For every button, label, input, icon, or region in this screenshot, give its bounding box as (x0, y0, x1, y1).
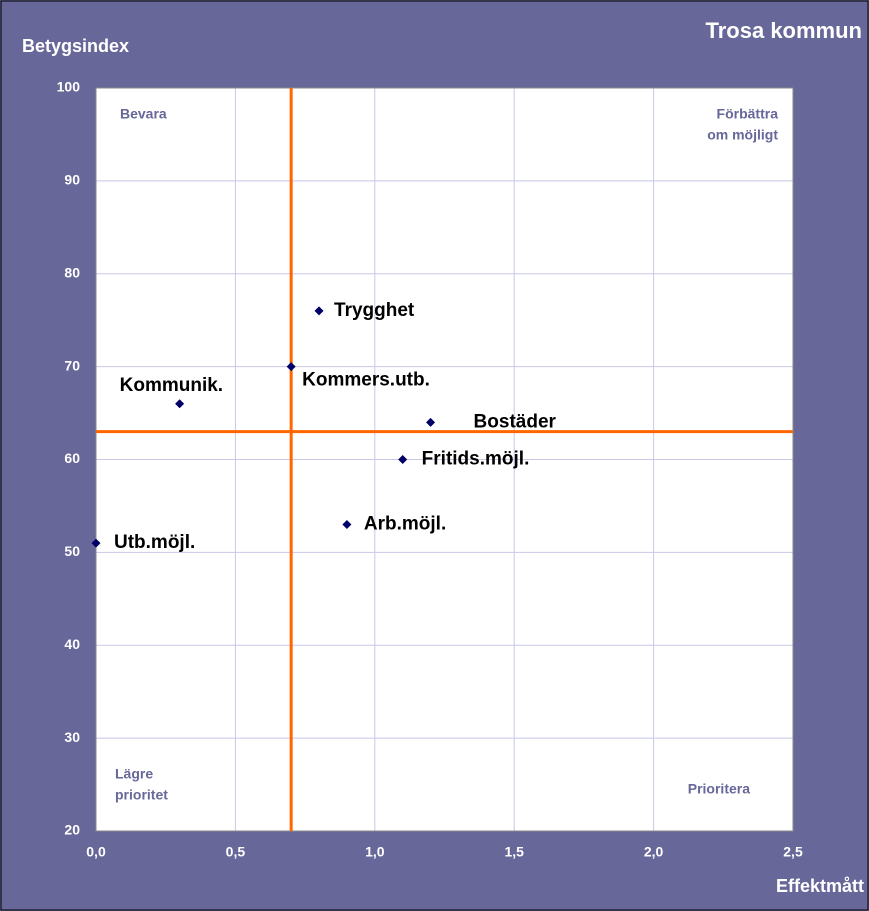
x-tick-label: 0,0 (86, 844, 106, 860)
x-tick-label: 1,0 (365, 844, 385, 860)
quadrant-label: Lägre (115, 766, 153, 782)
point-label: Kommers.utb. (302, 370, 430, 391)
point-label: Trygghet (334, 300, 415, 321)
x-tick-label: 1,5 (504, 844, 524, 860)
quadrant-label: prioritet (115, 787, 168, 803)
point (91, 538, 101, 548)
quadrant-label: Bevara (120, 106, 167, 122)
quadrant-label: Förbättra (717, 106, 779, 122)
point-label: Fritids.möjl. (422, 449, 530, 470)
point-label: Arb.möjl. (364, 514, 446, 535)
point (314, 306, 324, 316)
y-axis-label: Betygsindex (22, 36, 129, 56)
point (175, 399, 185, 409)
y-tick-label: 30 (64, 729, 80, 745)
y-tick-label: 50 (64, 543, 80, 559)
point (342, 520, 352, 530)
quadrant-label: Prioritera (688, 781, 750, 797)
x-tick-label: 2,5 (783, 844, 803, 860)
y-tick-label: 70 (64, 357, 80, 373)
point (286, 362, 296, 372)
point-label: Utb.möjl. (114, 532, 195, 553)
x-tick-label: 0,5 (226, 844, 246, 860)
point (398, 455, 408, 464)
y-tick-label: 90 (64, 172, 80, 188)
plot-border (95, 87, 794, 832)
point (426, 417, 436, 427)
y-tick-label: 20 (64, 822, 80, 838)
y-tick-label: 40 (64, 636, 80, 652)
point-label: Bostäder (474, 411, 557, 432)
quadrant-label: om möjligt (707, 127, 778, 143)
chart-title: Trosa kommun (706, 18, 862, 43)
x-tick-label: 2,0 (644, 844, 664, 860)
y-tick-label: 60 (64, 450, 80, 466)
y-tick-label: 100 (57, 79, 81, 95)
point-label: Kommunik. (120, 375, 223, 396)
y-tick-label: 80 (64, 264, 80, 280)
x-axis-label: Effektmått (776, 876, 864, 896)
